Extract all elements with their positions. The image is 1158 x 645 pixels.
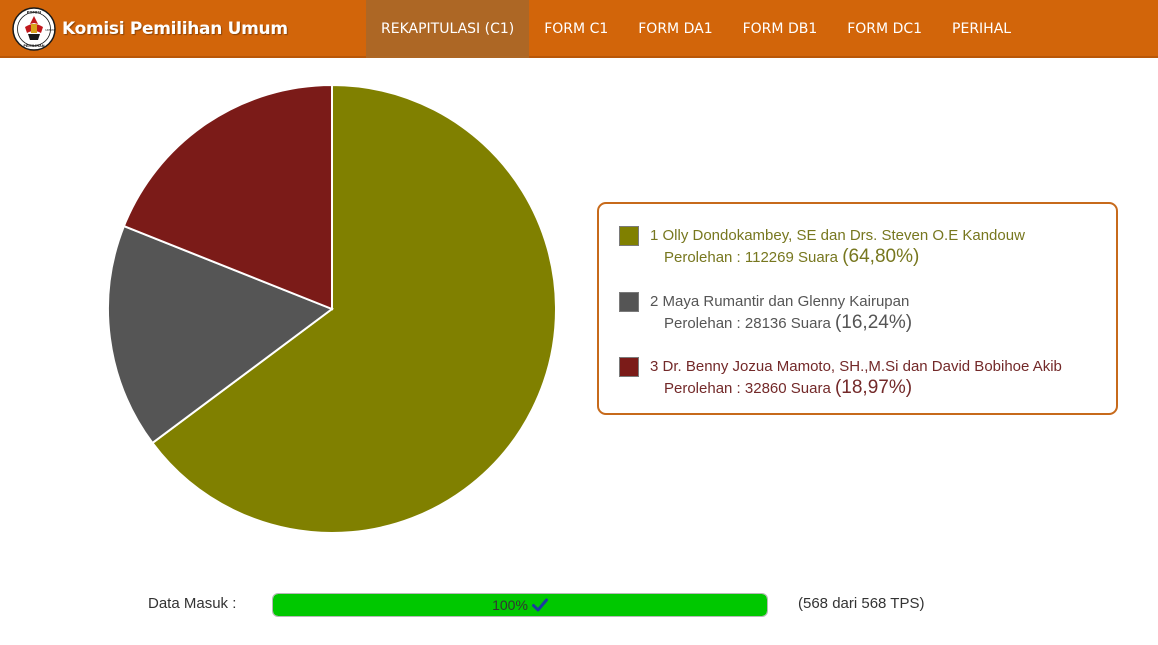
data-progress-bar: 100% bbox=[272, 593, 768, 617]
vote-summary-3: Perolehan : 32860 Suara (18,97%) bbox=[664, 377, 912, 399]
vote-percent-2: (16,24%) bbox=[834, 312, 913, 333]
nav-item-rekapitulasi[interactable]: REKAPITULASI (C1) bbox=[366, 0, 530, 58]
logo-text-bottom: UMUM bbox=[45, 28, 55, 32]
nav-item-form-c1[interactable]: FORM C1 bbox=[544, 21, 609, 37]
candidate-name-2: 2 Maya Rumantir dan Glenny Kairupan bbox=[650, 293, 910, 310]
vote-pie-chart bbox=[107, 83, 557, 534]
vote-summary-1: Perolehan : 112269 Suara (64,80%) bbox=[664, 246, 919, 268]
brand-name[interactable]: Komisi Pemilihan Umum bbox=[62, 19, 288, 39]
tps-count: (568 dari 568 TPS) bbox=[798, 595, 925, 612]
data-masuk-label: Data Masuk : bbox=[148, 595, 237, 612]
main-nav: REKAPITULASI (C1) FORM C1 FORM DA1 FORM … bbox=[366, 0, 1026, 58]
check-icon bbox=[531, 598, 548, 612]
top-navbar: KOMISI PEMILIHAN UMUM Komisi Pemilihan U… bbox=[0, 0, 1158, 58]
candidate-name-3: 3 Dr. Benny Jozua Mamoto, SH.,M.Si dan D… bbox=[650, 358, 1062, 375]
vote-count-3: Perolehan : 32860 Suara bbox=[664, 380, 831, 397]
nav-item-form-db1[interactable]: FORM DB1 bbox=[742, 21, 818, 37]
nav-item-form-dc1[interactable]: FORM DC1 bbox=[847, 21, 923, 37]
vote-count-2: Perolehan : 28136 Suara bbox=[664, 315, 831, 332]
candidate-name-1: 1 Olly Dondokambey, SE dan Drs. Steven O… bbox=[650, 227, 1025, 244]
pie-slice-2[interactable] bbox=[107, 224, 335, 445]
pie-slice-1[interactable] bbox=[151, 83, 557, 534]
brand[interactable]: KOMISI PEMILIHAN UMUM Komisi Pemilihan U… bbox=[12, 6, 288, 52]
vote-percent-1: (64,80%) bbox=[842, 246, 920, 267]
progress-percent: 100% bbox=[492, 597, 528, 613]
legend-swatch-1 bbox=[619, 226, 639, 246]
legend-box: 1 Olly Dondokambey, SE dan Drs. Steven O… bbox=[597, 202, 1118, 415]
vote-summary-2: Perolehan : 28136 Suara (16,24%) bbox=[664, 312, 912, 334]
legend-swatch-2 bbox=[619, 292, 639, 312]
logo-text-top: KOMISI bbox=[27, 11, 42, 15]
nav-item-perihal[interactable]: PERIHAL bbox=[952, 21, 1012, 37]
progress-fill bbox=[273, 594, 767, 616]
pie-slice-3[interactable] bbox=[122, 83, 333, 311]
vote-percent-3: (18,97%) bbox=[834, 377, 913, 398]
legend-swatch-3 bbox=[619, 357, 639, 377]
progress-readout: 100% bbox=[273, 597, 767, 613]
logo-text-middle: PEMILIHAN bbox=[23, 44, 44, 48]
nav-item-form-da1[interactable]: FORM DA1 bbox=[638, 21, 713, 37]
vote-count-1: Perolehan : 112269 Suara bbox=[664, 249, 839, 266]
kpu-logo-icon: KOMISI PEMILIHAN UMUM bbox=[12, 7, 56, 51]
